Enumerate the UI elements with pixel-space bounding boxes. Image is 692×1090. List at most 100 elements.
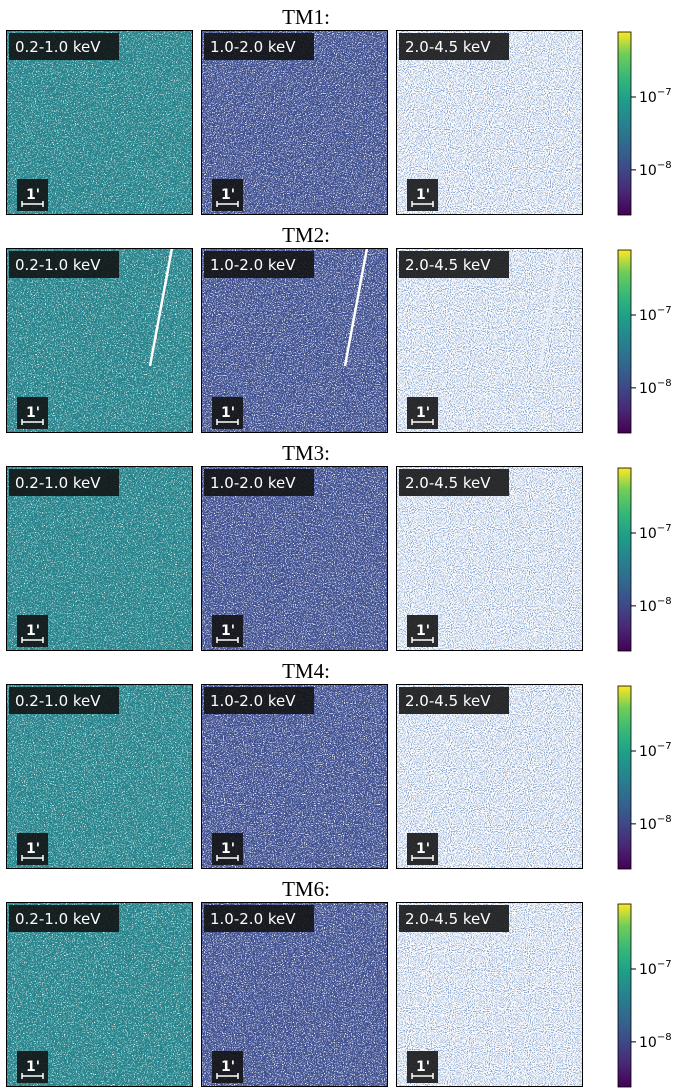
scale-bar [411, 637, 434, 643]
band-label-box [9, 687, 119, 714]
band-label: 2.0-4.5 keV [405, 256, 491, 274]
row-title: TM4: [282, 659, 330, 683]
row-title: TM2: [282, 223, 330, 247]
frame [201, 466, 388, 651]
frame [6, 902, 193, 1087]
scale-bar [411, 419, 434, 425]
scale-bar [216, 1073, 239, 1079]
image-panel: 2.0-4.5 keV 1' [396, 30, 583, 215]
scale-label: 1' [221, 187, 235, 203]
colorbar-tick-label: 10−7 [639, 87, 672, 106]
band-label-box [204, 251, 314, 278]
frame [396, 248, 583, 433]
band-label: 2.0-4.5 keV [405, 910, 491, 928]
colorbar [617, 685, 632, 870]
colorbar-tick-label: 10−8 [639, 160, 672, 179]
band-label: 1.0-2.0 keV [210, 38, 296, 56]
band-label: 2.0-4.5 keV [405, 474, 491, 492]
image-panel: 1.0-2.0 keV 1' [201, 30, 388, 215]
colorbar-tick-label: 10−7 [639, 959, 672, 978]
frame [6, 684, 193, 869]
colorbar [617, 31, 632, 216]
band-label: 2.0-4.5 keV [405, 692, 491, 710]
frame [396, 902, 583, 1087]
image-panel: 0.2-1.0 keV 1' [6, 466, 193, 651]
image-panel: 2.0-4.5 keV 1' [396, 902, 583, 1087]
band-label-box [204, 33, 314, 60]
colorbar-tick-label: 10−8 [639, 378, 672, 397]
frame [396, 684, 583, 869]
scale-label: 1' [416, 405, 430, 421]
colorbar-tick-label: 10−7 [639, 741, 672, 760]
scale-label: 1' [26, 405, 40, 421]
colorbar-tick-label: 10−8 [639, 1032, 672, 1051]
band-label-box [399, 469, 509, 496]
scale-bar [21, 419, 44, 425]
image-panel: 1.0-2.0 keV 1' [201, 247, 388, 433]
streak [343, 247, 369, 367]
scale-label: 1' [416, 623, 430, 639]
frame [396, 466, 583, 651]
frame [6, 248, 193, 433]
scale-label: 1' [416, 1059, 430, 1075]
colorbar-tick-label: 10−7 [639, 305, 672, 324]
scale-bar [216, 637, 239, 643]
frame [6, 30, 193, 215]
scale-label: 1' [26, 841, 40, 857]
scale-label: 1' [221, 405, 235, 421]
colorbar [617, 467, 632, 652]
scale-bar [21, 201, 44, 207]
scale-bar [411, 1073, 434, 1079]
band-label: 0.2-1.0 keV [15, 692, 101, 710]
scale-bar [216, 419, 239, 425]
scale-label: 1' [26, 623, 40, 639]
scale-bar [216, 201, 239, 207]
band-label-box [399, 905, 509, 932]
row-title: TM6: [282, 877, 330, 901]
frame [201, 902, 388, 1087]
streak [538, 247, 563, 367]
frame [201, 248, 388, 433]
image-panel: 2.0-4.5 keV 1' [396, 684, 583, 869]
scale-label: 1' [221, 623, 235, 639]
image-panel: 2.0-4.5 keV 1' [396, 466, 583, 651]
band-label: 0.2-1.0 keV [15, 256, 101, 274]
band-label-box [399, 33, 509, 60]
row-title: TM3: [282, 441, 330, 465]
band-label: 1.0-2.0 keV [210, 256, 296, 274]
colorbar [617, 249, 632, 434]
frame [201, 684, 388, 869]
scale-label: 1' [416, 841, 430, 857]
band-label: 2.0-4.5 keV [405, 38, 491, 56]
frame [396, 30, 583, 215]
band-label: 0.2-1.0 keV [15, 38, 101, 56]
scale-bar [21, 637, 44, 643]
band-label: 1.0-2.0 keV [210, 910, 296, 928]
streak [148, 247, 174, 367]
image-panel: 2.0-4.5 keV 1' [396, 247, 583, 433]
image-panel: 1.0-2.0 keV 1' [201, 684, 388, 869]
scale-bar [216, 855, 239, 861]
image-panel: 0.2-1.0 keV 1' [6, 247, 193, 433]
band-label-box [399, 687, 509, 714]
band-label-box [204, 469, 314, 496]
scale-bar [21, 855, 44, 861]
colorbar-tick-label: 10−7 [639, 523, 672, 542]
colorbar [617, 903, 632, 1088]
scale-label: 1' [26, 1059, 40, 1075]
band-label-box [9, 905, 119, 932]
scale-label: 1' [416, 187, 430, 203]
band-label: 1.0-2.0 keV [210, 692, 296, 710]
band-label-box [9, 251, 119, 278]
row-title: TM1: [282, 5, 330, 29]
band-label: 1.0-2.0 keV [210, 474, 296, 492]
colorbar-tick-label: 10−8 [639, 596, 672, 615]
colorbar-tick-label: 10−8 [639, 814, 672, 833]
image-panel: 1.0-2.0 keV 1' [201, 902, 388, 1087]
scale-bar [411, 855, 434, 861]
band-label: 0.2-1.0 keV [15, 910, 101, 928]
image-panel: 1.0-2.0 keV 1' [201, 466, 388, 651]
band-label-box [204, 905, 314, 932]
image-panel: 0.2-1.0 keV 1' [6, 902, 193, 1087]
